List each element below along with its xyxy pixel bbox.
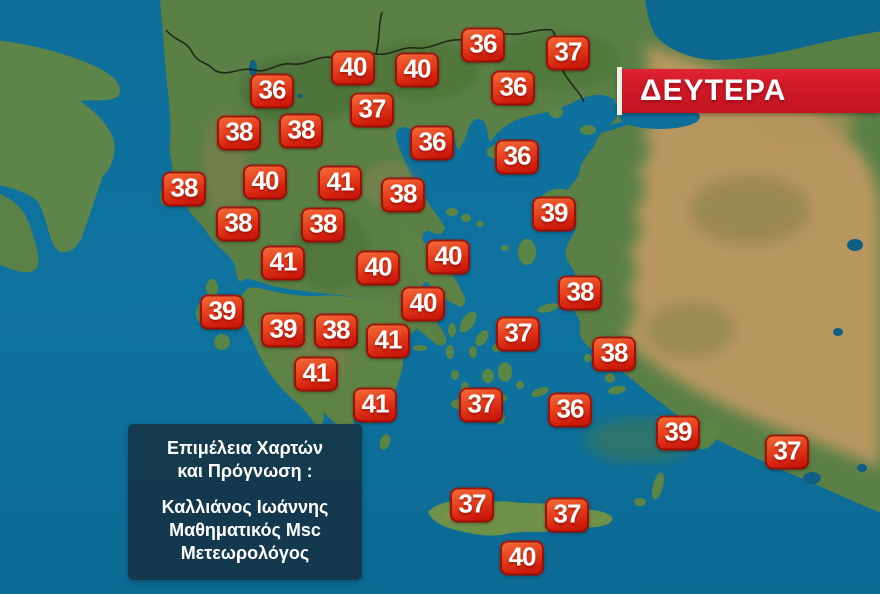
temperature-label: 39 <box>261 312 305 348</box>
credits-line-2: και Πρόγνωση : <box>177 461 313 481</box>
temperature-label: 38 <box>279 113 323 149</box>
temperature-label: 37 <box>546 35 590 71</box>
anatolia-interior <box>624 45 880 468</box>
temperature-label: 40 <box>401 286 445 322</box>
temperature-label: 37 <box>459 387 503 423</box>
temperature-label: 40 <box>426 239 470 275</box>
temperature-label: 39 <box>656 415 700 451</box>
temperature-label: 40 <box>500 540 544 576</box>
anatolia-olive-patch <box>690 175 810 245</box>
temperature-label: 37 <box>350 92 394 128</box>
temperature-label: 37 <box>450 487 494 523</box>
temperature-label: 41 <box>353 387 397 423</box>
land-italy <box>0 40 121 253</box>
temperature-label: 38 <box>592 336 636 372</box>
temperature-label: 41 <box>366 323 410 359</box>
anatolia-olive-patch <box>645 302 735 358</box>
temperature-label: 37 <box>496 316 540 352</box>
temperature-label: 37 <box>765 434 809 470</box>
credits-line-1: Επιμέλεια Χαρτών <box>167 438 323 458</box>
temperature-label: 38 <box>216 206 260 242</box>
land-italy-toe <box>0 193 39 273</box>
temperature-label: 40 <box>331 50 375 86</box>
temperature-label: 36 <box>410 125 454 161</box>
temperature-label: 39 <box>532 196 576 232</box>
temperature-label: 38 <box>162 171 206 207</box>
dardanelles-strait <box>595 115 643 135</box>
temperature-label: 36 <box>250 73 294 109</box>
temperature-label: 41 <box>261 245 305 281</box>
temperature-label: 36 <box>495 139 539 175</box>
temperature-label: 40 <box>395 52 439 88</box>
temperature-label: 38 <box>558 275 602 311</box>
temperature-label: 41 <box>294 356 338 392</box>
temperature-label: 38 <box>301 207 345 243</box>
temperature-label: 40 <box>356 250 400 286</box>
temperature-label: 36 <box>461 27 505 63</box>
black-sea <box>645 0 880 60</box>
credits-line-5: Μετεωρολόγος <box>180 543 310 563</box>
credits-box: Επιμέλεια Χαρτών και Πρόγνωση : Καλλιάνο… <box>128 424 362 580</box>
temperature-label: 39 <box>200 294 244 330</box>
temperature-label: 38 <box>217 115 261 151</box>
day-banner-label: ΔΕΥΤΕΡΑ <box>640 74 787 107</box>
temperature-label: 40 <box>243 164 287 200</box>
credits-line-4: Μαθηματικός Msc <box>169 520 321 540</box>
day-banner: ΔΕΥΤΕΡΑ <box>617 67 880 115</box>
temperature-label: 38 <box>381 177 425 213</box>
temperature-label: 41 <box>318 165 362 201</box>
credits-line-3: Καλλιάνος Ιωάννης <box>161 497 329 517</box>
temperature-label: 37 <box>545 497 589 533</box>
temperature-label: 38 <box>314 313 358 349</box>
temperature-label: 36 <box>491 70 535 106</box>
banner-accent-strip <box>617 67 622 115</box>
temperature-label: 36 <box>548 392 592 428</box>
